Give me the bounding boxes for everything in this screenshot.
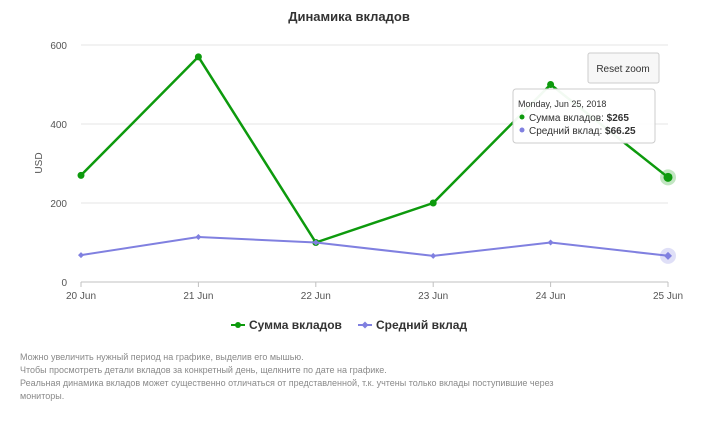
- x-tick-label[interactable]: 25 Jun: [653, 291, 683, 302]
- deposits-chart[interactable]: Динамика вкладов USD 0 200 400 600 20 Jun 21…: [0, 0, 702, 345]
- legend[interactable]: Сумма вкладов Средний вклад: [231, 318, 467, 332]
- note-line: Чтобы просмотреть детали вкладов за конк…: [20, 365, 387, 375]
- reset-zoom-button[interactable]: Reset zoom: [587, 52, 660, 84]
- data-point[interactable]: [194, 53, 202, 61]
- series-sum[interactable]: [77, 53, 677, 246]
- legend-item-sum[interactable]: Сумма вкладов: [231, 318, 342, 332]
- tooltip-date: Monday, Jun 25, 2018: [518, 99, 606, 109]
- data-point[interactable]: [547, 81, 555, 88]
- reset-zoom-label: Reset zoom: [596, 64, 649, 75]
- data-point[interactable]: [77, 171, 85, 179]
- series-avg[interactable]: [78, 233, 676, 264]
- y-axis-ticks: 0 200 400 600: [50, 41, 67, 289]
- series-line: [80, 236, 669, 257]
- data-point[interactable]: [78, 252, 84, 259]
- series-line: [80, 55, 669, 244]
- x-tick-label[interactable]: 20 Jun: [66, 291, 96, 302]
- tooltip-row-avg: Средний вклад: $66.25: [529, 126, 636, 137]
- note-line: мониторы.: [20, 391, 65, 401]
- y-tick-label: 200: [50, 199, 67, 210]
- y-tick-label: 0: [61, 278, 67, 289]
- y-tick-label: 400: [50, 120, 67, 131]
- chart-title: Динамика вкладов: [288, 9, 410, 24]
- series-layer[interactable]: [77, 53, 677, 264]
- tooltip-marker-sum: [519, 114, 525, 120]
- x-axis-ticks[interactable]: 20 Jun 21 Jun 22 Jun 23 Jun 24 Jun 25 Jun: [66, 282, 683, 302]
- data-point[interactable]: [664, 251, 672, 260]
- data-point[interactable]: [547, 239, 554, 246]
- x-tick-label[interactable]: 24 Jun: [536, 291, 566, 302]
- legend-label-avg: Средний вклад: [376, 318, 467, 332]
- x-tick-label[interactable]: 22 Jun: [301, 291, 331, 302]
- y-axis-label: USD: [34, 152, 45, 173]
- data-point[interactable]: [663, 172, 673, 182]
- note-line: Можно увеличить нужный период на графике…: [20, 352, 304, 362]
- tooltip-marker-avg: [519, 127, 525, 133]
- x-tick-label[interactable]: 21 Jun: [183, 291, 213, 302]
- data-point[interactable]: [195, 233, 202, 240]
- y-tick-label: 600: [50, 41, 67, 52]
- legend-item-avg[interactable]: Средний вклад: [358, 318, 467, 332]
- note-line: Реальная динамика вкладов может существе…: [20, 378, 554, 388]
- tooltip-row-sum: Сумма вкладов: $265: [529, 113, 629, 124]
- data-point[interactable]: [312, 239, 319, 246]
- data-point[interactable]: [429, 199, 437, 207]
- data-point[interactable]: [430, 252, 437, 259]
- x-tick-label[interactable]: 23 Jun: [418, 291, 448, 302]
- legend-label-sum: Сумма вкладов: [249, 318, 342, 332]
- chart-notes: Можно увеличить нужный период на графике…: [20, 351, 660, 403]
- tooltip: Monday, Jun 25, 2018 Сумма вкладов: $265…: [512, 88, 656, 144]
